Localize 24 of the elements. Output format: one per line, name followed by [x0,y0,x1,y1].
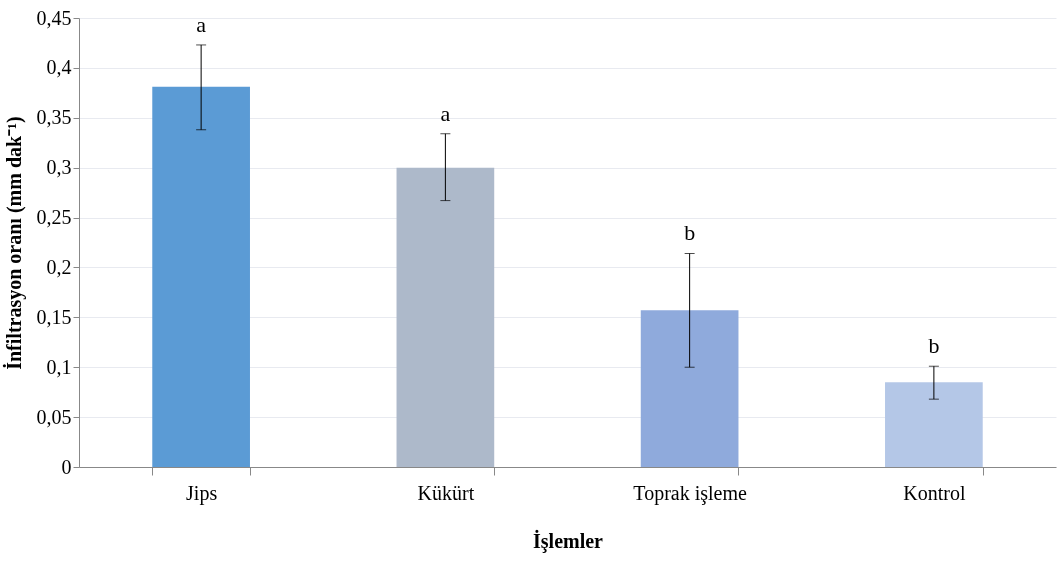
x-axis-title: İşlemler [533,528,604,553]
y-tick-label: 0,25 [36,206,72,229]
x-tick-label: Kontrol [903,481,966,504]
y-tick-label: 0,15 [36,305,72,328]
bar [885,382,983,467]
y-tick-label: 0 [61,455,72,478]
y-tick-label: 0,35 [36,106,72,129]
x-tick-label: Jips [186,481,218,505]
y-axis-title: İnfiltrasyon oranı (mm dak⁻¹) [1,116,26,370]
bar [396,167,495,467]
annotation: a [440,100,451,126]
y-tick-label: 0,45 [36,6,72,29]
y-tick-label: 0,05 [36,405,72,428]
y-tick-label: 0,1 [46,355,72,378]
y-tick-label: 0,3 [46,156,72,179]
bar [152,86,250,467]
bar [640,310,739,467]
x-tick-label: Kükürt [417,481,475,504]
annotation: b [684,220,696,246]
annotation: a [196,11,207,37]
y-tick-label: 0,4 [46,56,72,79]
annotation: b [928,333,940,359]
y-tick-label: 0,2 [46,255,72,278]
x-tick-label: Toprak işleme [633,481,748,505]
